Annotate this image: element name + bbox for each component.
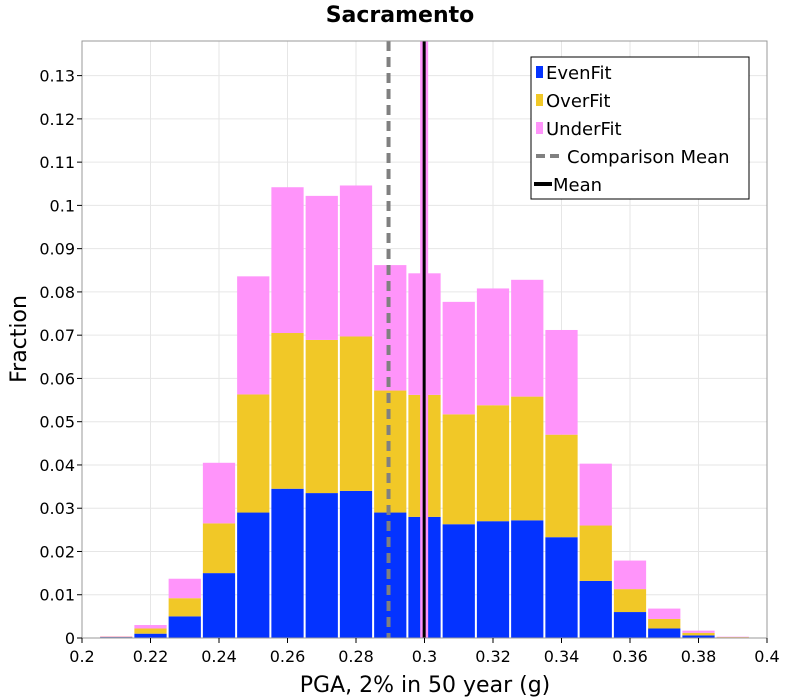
bar-overfit (476, 405, 510, 522)
y-tick-label: 0.08 (39, 283, 75, 302)
y-tick-label: 0 (65, 629, 75, 648)
bar-evenfit (613, 612, 647, 638)
bar-underfit (511, 279, 544, 397)
chart-title: Sacramento (326, 3, 475, 28)
y-tick-label: 0.1 (50, 196, 75, 215)
y-tick-label: 0.11 (39, 153, 75, 172)
y-tick-label: 0.06 (39, 369, 75, 388)
bar-underfit (202, 462, 236, 524)
x-tick-label: 0.36 (612, 647, 648, 666)
x-tick-label: 0.32 (475, 647, 511, 666)
bar-overfit (579, 525, 612, 581)
bar-overfit (648, 618, 681, 629)
y-tick-label: 0.02 (39, 542, 75, 561)
bar-overfit (202, 523, 236, 574)
y-tick-label: 0.01 (39, 586, 75, 605)
mean-lines (386, 41, 429, 638)
bar-underfit (168, 578, 201, 599)
y-tick-label: 0.09 (39, 240, 75, 259)
bar-overfit (511, 396, 544, 521)
bar-evenfit (648, 628, 681, 638)
y-tick-label: 0.03 (39, 499, 75, 518)
bar-evenfit (476, 521, 510, 638)
bar-underfit (339, 185, 373, 337)
x-axis-ticks: 0.2 0.22 0.24 0.26 0.28 0.3 0.32 0.34 0.36 0.38 0.… (69, 638, 780, 666)
bar-evenfit (545, 537, 578, 638)
legend: EvenFit OverFit UnderFit Comparison Mean Mea… (530, 56, 750, 200)
bar-overfit (442, 414, 475, 525)
y-axis-ticks: 0 0.01 0.02 0.03 0.04 0.05 0.06 0.07 0.08 0.09 0.1… (39, 67, 82, 648)
legend-label-mean: Mean (553, 175, 602, 196)
y-axis-label: Fraction (7, 295, 32, 383)
x-tick-label: 0.38 (681, 647, 717, 666)
bar-underfit (579, 463, 612, 526)
bar-evenfit (339, 490, 373, 638)
bar-underfit (305, 195, 338, 340)
x-tick-label: 0.2 (69, 647, 94, 666)
bar-underfit (237, 276, 270, 395)
bar-evenfit (202, 573, 236, 638)
x-tick-label: 0.3 (412, 647, 437, 666)
legend-label-comparison-mean: Comparison Mean (567, 147, 730, 168)
x-tick-label: 0.24 (201, 647, 237, 666)
x-tick-label: 0.34 (544, 647, 580, 666)
bar-underfit (648, 608, 681, 619)
bar-evenfit (305, 493, 338, 638)
bar-evenfit (271, 488, 304, 638)
x-tick-label: 0.22 (133, 647, 169, 666)
y-tick-label: 0.13 (39, 67, 75, 86)
bar-overfit (545, 434, 578, 538)
x-tick-label: 0.28 (338, 647, 374, 666)
bars (100, 185, 749, 638)
bar-evenfit (579, 580, 612, 638)
bar-underfit (545, 329, 578, 435)
bar-evenfit (442, 524, 475, 638)
bar-overfit (339, 336, 373, 491)
bar-overfit (237, 394, 270, 513)
x-tick-label: 0.26 (270, 647, 306, 666)
bar-evenfit (682, 635, 715, 638)
bar-underfit (476, 288, 510, 406)
bar-evenfit (134, 633, 167, 638)
bar-evenfit (168, 616, 201, 638)
bar-underfit (442, 301, 475, 415)
bar-overfit (682, 632, 715, 636)
legend-label-evenfit: EvenFit (546, 63, 612, 84)
bar-evenfit (511, 520, 544, 638)
y-tick-label: 0.12 (39, 110, 75, 129)
legend-box (530, 56, 750, 200)
bar-underfit (271, 187, 304, 334)
bar-underfit (613, 560, 647, 590)
x-axis-label: PGA, 2% in 50 year (g) (300, 673, 551, 698)
bar-overfit (305, 339, 338, 494)
bar-overfit (613, 589, 647, 613)
bar-evenfit (237, 512, 270, 638)
bar-overfit (168, 598, 201, 617)
x-tick-label: 0.4 (754, 647, 779, 666)
y-tick-label: 0.07 (39, 326, 75, 345)
bar-underfit (134, 625, 167, 629)
legend-label-underfit: UnderFit (546, 119, 622, 140)
y-tick-label: 0.05 (39, 413, 75, 432)
legend-label-overfit: OverFit (546, 91, 610, 112)
legend-swatch-underfit (536, 122, 543, 134)
bar-overfit (271, 333, 304, 489)
legend-swatch-overfit (536, 94, 543, 106)
y-tick-label: 0.04 (39, 456, 75, 475)
bar-overfit (134, 628, 167, 634)
bar-underfit (682, 630, 715, 633)
legend-swatch-evenfit (536, 66, 543, 78)
